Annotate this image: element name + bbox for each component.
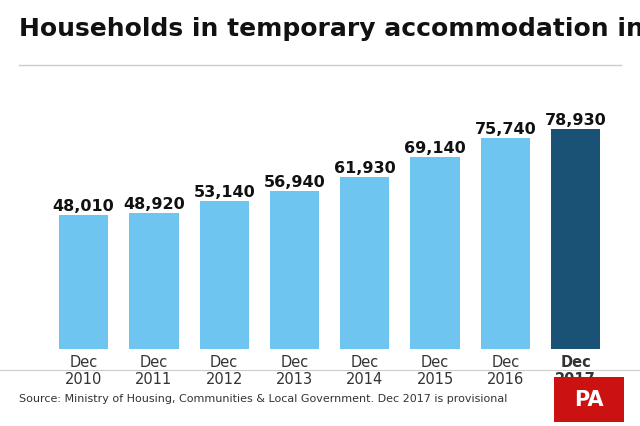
Text: 75,740: 75,740 — [474, 122, 536, 137]
Bar — [270, 191, 319, 349]
Bar — [481, 139, 530, 349]
Text: 48,010: 48,010 — [52, 199, 115, 214]
Text: 48,920: 48,920 — [123, 196, 185, 211]
Bar — [551, 130, 600, 349]
Text: 69,140: 69,140 — [404, 140, 466, 155]
Text: 61,930: 61,930 — [334, 160, 396, 176]
Bar — [59, 216, 108, 349]
Text: 78,930: 78,930 — [545, 113, 607, 128]
Text: PA: PA — [574, 389, 604, 409]
Text: Households in temporary accommodation in England: Households in temporary accommodation in… — [19, 17, 640, 41]
Bar — [410, 157, 460, 349]
Text: Source: Ministry of Housing, Communities & Local Government. Dec 2017 is provisi: Source: Ministry of Housing, Communities… — [19, 393, 508, 403]
Bar — [200, 201, 249, 349]
Text: 56,940: 56,940 — [264, 174, 325, 189]
Bar — [340, 177, 389, 349]
Bar — [129, 213, 179, 349]
Text: 53,140: 53,140 — [193, 185, 255, 200]
